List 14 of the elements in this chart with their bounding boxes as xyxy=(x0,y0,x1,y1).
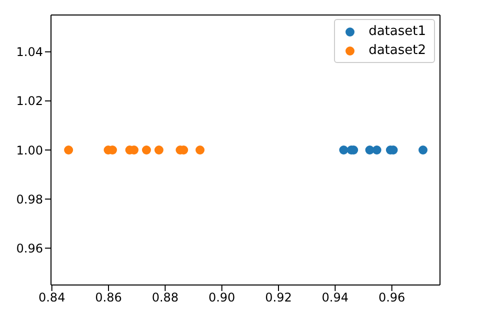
y-tick-label: 1.00 xyxy=(16,143,43,158)
x-tick-label: 0.94 xyxy=(322,290,349,305)
x-tick-label: 0.88 xyxy=(152,290,179,305)
y-tick-label: 1.02 xyxy=(16,94,43,108)
y-tick-label: 0.98 xyxy=(16,192,43,206)
legend-label: dataset2 xyxy=(368,42,426,60)
x-tick-label: 0.84 xyxy=(38,290,66,305)
y-tick-label: 1.04 xyxy=(16,45,43,60)
x-tick-label: 0.90 xyxy=(208,290,236,305)
x-tick-label: 0.86 xyxy=(95,290,122,305)
x-tick-label: 0.92 xyxy=(265,290,292,305)
y-tick-label: 0.96 xyxy=(16,241,43,256)
legend-label: dataset1 xyxy=(368,23,426,41)
x-tick-label: 0.96 xyxy=(378,290,406,305)
